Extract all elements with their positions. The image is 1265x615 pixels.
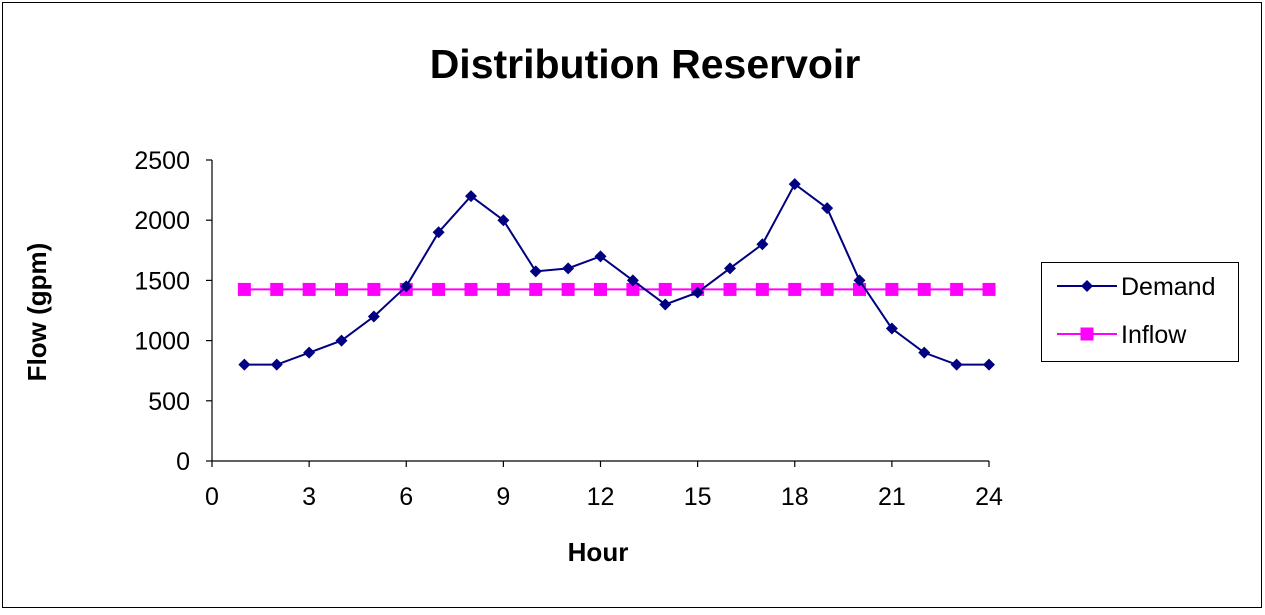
- demand-point: [303, 346, 316, 359]
- demand-point: [529, 265, 542, 278]
- chart-title: Distribution Reservoir: [430, 41, 861, 87]
- inflow-point: [432, 282, 446, 296]
- series-layer: [237, 178, 996, 371]
- demand-point: [853, 274, 866, 287]
- x-axis-label: Hour: [568, 537, 629, 567]
- legend-swatch-marker-inflow: [1080, 327, 1094, 341]
- demand-point: [983, 358, 995, 371]
- x-tick-label: 9: [496, 483, 510, 511]
- demand-point: [497, 214, 510, 227]
- legend-box: [1041, 262, 1239, 362]
- x-tick-label: 15: [684, 483, 712, 511]
- demand-point: [626, 274, 639, 287]
- demand-point: [918, 346, 931, 359]
- legend-items: Demand Inflow: [1057, 273, 1216, 349]
- x-tick-label: 21: [878, 483, 906, 511]
- demand-point: [335, 334, 348, 347]
- y-tick-label: 1000: [134, 328, 190, 356]
- inflow-point: [270, 282, 284, 296]
- y-axis-label: Flow (gpm): [22, 243, 52, 382]
- demand-point: [270, 358, 283, 371]
- demand-point: [756, 238, 769, 251]
- legend-label-demand: Demand: [1121, 273, 1216, 301]
- x-tick-label: 3: [302, 483, 316, 511]
- inflow-point: [917, 282, 931, 296]
- y-tick-label: 1500: [134, 267, 190, 295]
- inflow-point: [529, 282, 543, 296]
- inflow-point: [820, 282, 834, 296]
- demand-point: [788, 178, 801, 191]
- inflow-point: [755, 282, 769, 296]
- demand-point: [821, 202, 834, 215]
- inflow-point: [335, 282, 348, 296]
- inflow-point: [496, 282, 510, 296]
- legend: Demand Inflow: [1041, 262, 1239, 362]
- demand-point: [432, 226, 445, 239]
- y-tick-label: 2000: [134, 207, 190, 235]
- demand-point: [885, 322, 898, 335]
- demand-point: [465, 190, 477, 203]
- inflow-point: [594, 282, 607, 296]
- demand-point: [594, 250, 607, 263]
- inflow-point: [885, 282, 899, 296]
- inflow-point: [788, 282, 802, 296]
- inflow-point: [950, 282, 964, 296]
- demand-point: [659, 298, 672, 311]
- inflow-point: [982, 282, 996, 296]
- inflow-point: [464, 282, 478, 296]
- inflow-point: [658, 282, 672, 296]
- demand-point: [691, 286, 704, 299]
- legend-swatch-marker-demand: [1081, 280, 1093, 292]
- demand-point: [400, 280, 413, 293]
- demand-point: [238, 358, 251, 371]
- demand-series: [238, 178, 995, 371]
- x-tick-label: 18: [781, 483, 809, 511]
- inflow-point: [367, 282, 381, 296]
- demand-point: [724, 262, 736, 275]
- y-tick-label: 500: [148, 388, 190, 416]
- inflow-point: [626, 282, 640, 296]
- x-tick-label: 12: [587, 483, 615, 511]
- inflow-point: [237, 282, 251, 296]
- inflow-point: [302, 282, 316, 296]
- plot-area: 0 500 1000 1500 2000 2500 0 3 6 9 12 15 18 21 24: [134, 147, 1003, 511]
- inflow-point: [723, 282, 737, 296]
- demand-line: [244, 182, 989, 366]
- demand-point: [367, 310, 380, 323]
- legend-label-inflow: Inflow: [1121, 321, 1187, 349]
- demand-point: [562, 262, 575, 275]
- x-tick-label: 6: [399, 483, 413, 511]
- demand-point: [950, 358, 963, 371]
- y-tick-label: 2500: [134, 147, 190, 175]
- x-tick-label: 24: [975, 483, 1003, 511]
- x-tick-label: 0: [205, 483, 219, 511]
- inflow-point: [561, 282, 575, 296]
- y-tick-label: 0: [176, 448, 190, 476]
